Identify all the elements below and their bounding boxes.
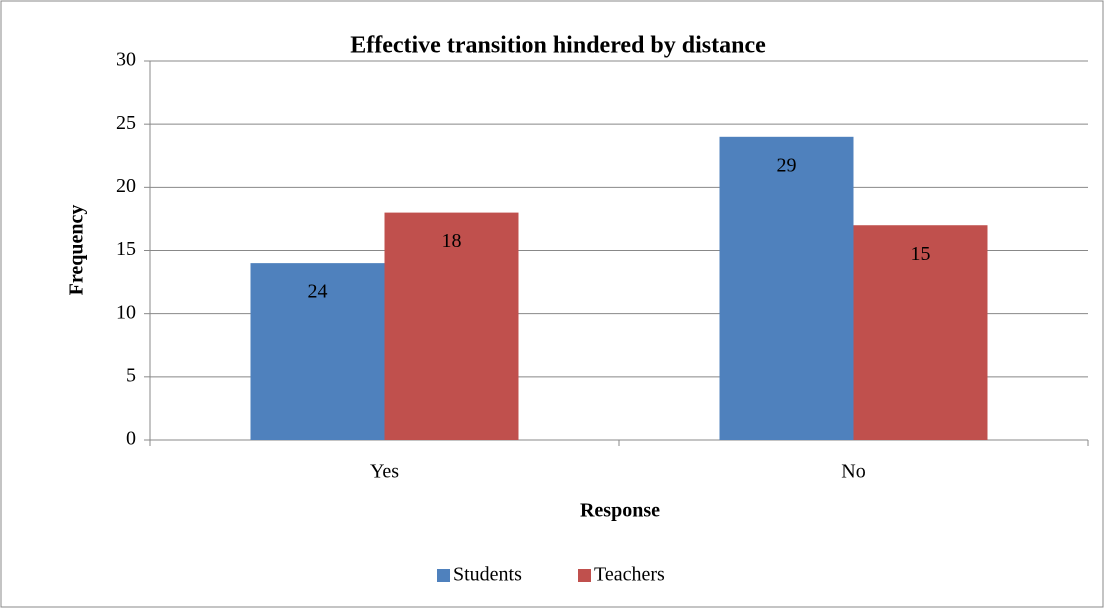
x-tick-label: Yes bbox=[370, 461, 399, 483]
y-tick-label: 25 bbox=[116, 112, 136, 134]
legend-label: Students bbox=[453, 564, 522, 586]
y-tick-label: 15 bbox=[116, 238, 136, 260]
legend-swatch bbox=[578, 569, 591, 582]
bar-annotation: 29 bbox=[777, 154, 797, 176]
bar-annotation: 24 bbox=[308, 281, 328, 303]
bar-annotation: 15 bbox=[911, 243, 931, 265]
chart-title: Effective transition hindered by distanc… bbox=[350, 33, 766, 59]
y-tick-label: 0 bbox=[126, 428, 136, 450]
bar bbox=[719, 136, 854, 441]
y-tick-label: 10 bbox=[116, 301, 136, 323]
bar bbox=[250, 263, 385, 440]
legend-swatch bbox=[437, 569, 450, 582]
y-tick-label: 20 bbox=[116, 175, 136, 197]
x-axis-label: Response bbox=[580, 500, 660, 522]
x-tick-label: No bbox=[841, 461, 865, 483]
y-tick-label: 30 bbox=[116, 49, 136, 71]
y-tick-label: 5 bbox=[126, 364, 136, 386]
bar bbox=[853, 225, 988, 440]
bar bbox=[384, 212, 519, 440]
bar-annotation: 18 bbox=[442, 230, 462, 252]
legend-label: Teachers bbox=[594, 564, 665, 586]
y-axis-label: Frequency bbox=[66, 205, 88, 296]
